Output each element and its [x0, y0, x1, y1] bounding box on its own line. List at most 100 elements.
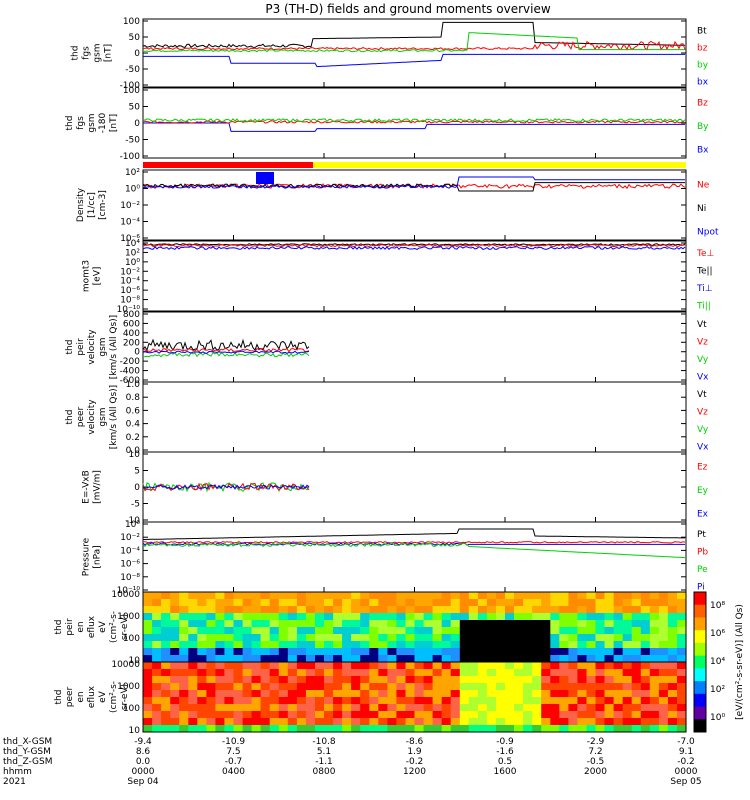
y-tick-label: 1.0	[126, 380, 141, 390]
spectrogram-cell	[667, 634, 678, 642]
spectrogram-cell	[233, 676, 244, 684]
spectrogram-cell	[269, 613, 280, 621]
spectrogram-cell	[242, 648, 253, 656]
spectrogram-cell	[649, 634, 660, 642]
spectrogram-cell	[640, 711, 651, 719]
spectrogram-cell	[287, 627, 298, 635]
spectrogram-cell	[351, 676, 361, 684]
spectrogram-cell	[450, 599, 461, 607]
spectrogram-cell	[269, 641, 280, 649]
spectrogram-cell	[667, 592, 678, 600]
y-tick-label: 10	[129, 450, 141, 460]
spectrogram-cell	[541, 592, 551, 600]
spectrogram-cell	[179, 620, 189, 628]
colorbar-cell	[694, 706, 706, 720]
spectrogram-cell	[496, 683, 506, 691]
spectrogram-cell	[423, 683, 434, 691]
spectrogram-cell	[595, 634, 606, 642]
spectrogram-cell	[486, 697, 497, 705]
y-axis-label: thd	[71, 46, 81, 61]
spectrogram-cell	[496, 676, 506, 684]
spectrogram-cell	[143, 592, 153, 600]
spectrogram-cell	[613, 620, 624, 628]
spectrogram-cell	[667, 669, 678, 677]
spectrogram-cell	[179, 613, 189, 621]
spectrogram-cell	[278, 634, 289, 642]
spectrogram-cell	[161, 648, 171, 656]
spectrogram-cell	[640, 592, 651, 600]
spectrogram-cell	[559, 690, 569, 698]
spectrogram-cell	[559, 662, 569, 670]
spectrogram-cell	[459, 592, 470, 600]
spectrogram-cell	[613, 613, 624, 621]
spectrogram-cell	[640, 613, 651, 621]
spectrogram-cell	[595, 704, 606, 712]
spectrogram-cell	[387, 690, 397, 698]
y-tick-label: 10⁻²	[120, 533, 140, 543]
spectrogram-cell	[378, 711, 388, 719]
spectrogram-cell	[640, 599, 651, 607]
spectrogram-cell	[179, 592, 189, 600]
spectrogram-cell	[622, 690, 633, 698]
spectrogram-cell	[188, 648, 198, 656]
spectrogram-cell	[351, 599, 361, 607]
trace-line	[142, 542, 686, 559]
spectrogram-cell	[523, 676, 533, 684]
spectrogram-cell	[179, 606, 189, 614]
spectrogram-cell	[459, 683, 470, 691]
y-tick-label: 0	[134, 49, 140, 59]
y-tick-label: 10⁻⁶	[120, 286, 140, 296]
spectrogram-cell	[514, 620, 524, 628]
spectrogram-cell	[414, 606, 425, 614]
spectrogram-cell	[215, 676, 225, 684]
spectrogram-cell	[604, 711, 615, 719]
spectrogram-cell	[613, 690, 624, 698]
spectrogram-cell	[523, 690, 533, 698]
spectrogram-cell	[251, 634, 262, 642]
spectrogram-cell	[351, 592, 361, 600]
spectrogram-cell	[251, 662, 262, 670]
spectrogram-cell	[278, 613, 289, 621]
spectrogram-cell	[269, 606, 280, 614]
spectrogram-cell	[523, 683, 533, 691]
spectrogram-cell	[586, 690, 597, 698]
y-axis-label: eflux	[87, 615, 97, 638]
y-axis-label: [eV]	[93, 267, 103, 286]
spectrogram-cell	[532, 613, 542, 621]
spectrogram-cell	[369, 683, 379, 691]
spectrogram-cell	[667, 690, 678, 698]
spectrogram-cell	[622, 627, 633, 635]
spectrogram-cell	[640, 627, 651, 635]
spectrogram-cell	[595, 655, 606, 663]
y-tick-label: 50	[129, 103, 141, 113]
spectrogram-cell	[197, 676, 207, 684]
spectrogram-cell	[224, 634, 234, 642]
spectrogram-cell	[387, 627, 397, 635]
spectrogram-cell	[631, 683, 642, 691]
spectrogram-cell	[541, 648, 551, 656]
spectrogram-cell	[260, 711, 271, 719]
spectrogram-cell	[378, 606, 388, 614]
spectrogram-cell	[550, 599, 560, 607]
spectrogram-cell	[152, 669, 162, 677]
spectrogram-cell	[568, 613, 578, 621]
spectrogram-cell	[170, 704, 180, 712]
spectrogram-cell	[604, 704, 615, 712]
spectrogram-cell	[369, 704, 379, 712]
spectrogram-cell	[631, 676, 642, 684]
spectrogram-cell	[559, 718, 569, 726]
colorbar-frame	[693, 591, 707, 733]
y-axis-label: Pressure	[82, 537, 92, 576]
spectrogram-cell	[360, 620, 370, 628]
spectrogram-cell	[224, 620, 234, 628]
spectrogram-cell	[459, 690, 470, 698]
spectrogram-cell	[658, 725, 669, 733]
spectrogram-cell	[260, 718, 271, 726]
spectrogram-cell	[242, 669, 253, 677]
spectrogram-cell	[342, 655, 352, 663]
spectrogram-cell	[369, 655, 379, 663]
spectrogram-cell	[496, 620, 506, 628]
spectrogram-cell	[541, 655, 551, 663]
spectrogram-cell	[677, 655, 687, 663]
spectrogram-cell	[405, 613, 416, 621]
